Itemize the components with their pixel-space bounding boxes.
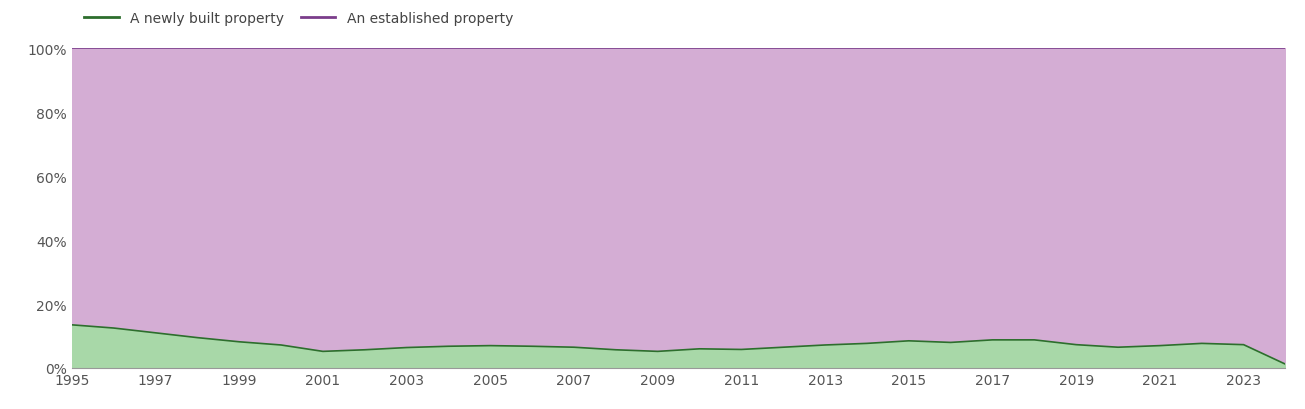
Legend: A newly built property, An established property: A newly built property, An established p… [78,7,518,31]
